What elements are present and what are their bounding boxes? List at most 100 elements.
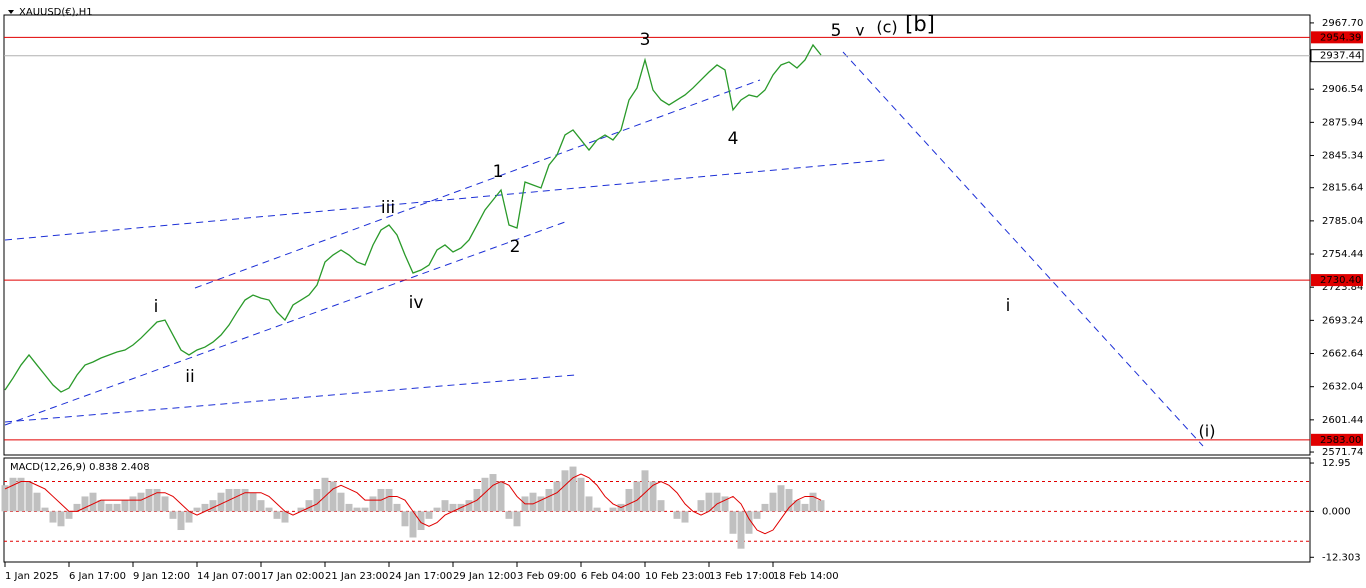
trend-line — [4, 221, 566, 426]
wave-label: i — [1006, 296, 1011, 316]
macd-bar — [57, 511, 65, 527]
trend-line — [842, 51, 1204, 447]
macd-bar — [65, 511, 73, 519]
macd-bar — [721, 496, 729, 512]
macd-bar — [1, 485, 9, 512]
macd-bar — [585, 496, 593, 512]
macd-bar — [681, 511, 689, 523]
y-tick-label: 2693.24 — [1322, 315, 1363, 326]
chart-title: XAUUSD(€),H1 — [19, 7, 93, 18]
wave-label: [b] — [905, 12, 935, 36]
macd-bar — [545, 488, 553, 512]
macd-bar — [817, 500, 825, 512]
macd-bar — [393, 503, 401, 512]
trend-lines — [4, 51, 1204, 447]
x-tick-label: 24 Jan 17:00 — [389, 571, 452, 582]
macd-bar — [81, 496, 89, 512]
y-tick-label: 2785.04 — [1322, 216, 1363, 227]
x-tick-label: 29 Jan 12:00 — [453, 571, 516, 582]
price-line — [4, 43, 822, 393]
y-tick-label: 2815.64 — [1322, 183, 1363, 194]
macd-bar — [649, 481, 657, 512]
y-tick-label: 2875.94 — [1322, 117, 1363, 128]
macd-bar — [409, 511, 417, 538]
macd-bar — [129, 496, 137, 512]
x-tick-label: 1 Jan 2025 — [5, 571, 59, 582]
macd-bar — [633, 481, 641, 512]
y-tick-label: 0.000 — [1322, 506, 1351, 517]
macd-bar — [297, 507, 305, 512]
macd-bar — [257, 500, 265, 512]
trend-line — [194, 79, 761, 289]
macd-bar — [657, 500, 665, 512]
macd-bar — [401, 511, 409, 527]
macd-bar — [145, 488, 153, 512]
macd-bar — [41, 507, 49, 512]
menu-arrow[interactable] — [8, 10, 14, 14]
level-label: 2954.39 — [1320, 32, 1361, 43]
x-tick-label: 17 Jan 02:00 — [261, 571, 324, 582]
macd-bar — [465, 500, 473, 512]
macd-bar — [553, 481, 561, 512]
macd-bar — [241, 488, 249, 512]
macd-bar — [25, 481, 33, 512]
wave-label: (i) — [1199, 422, 1216, 441]
macd-bar — [233, 488, 241, 512]
trend-line — [4, 159, 886, 241]
y-tick-label: 2967.70 — [1322, 18, 1363, 29]
macd-bar — [433, 507, 441, 512]
wave-label: 3 — [640, 30, 651, 50]
macd-bar — [273, 511, 281, 519]
macd-bar — [569, 466, 577, 512]
macd-bar — [265, 507, 273, 512]
macd-bar — [185, 511, 193, 523]
macd-bar — [441, 500, 449, 512]
macd-bar — [609, 507, 617, 512]
macd-bar — [249, 492, 257, 512]
macd-bar — [169, 511, 177, 519]
x-tick-label: 6 Jan 17:00 — [69, 571, 126, 582]
macd-bar — [593, 507, 601, 512]
wave-label: (c) — [876, 18, 897, 37]
macd-bar — [209, 500, 217, 512]
macd-bar — [673, 511, 681, 519]
macd-bar — [9, 477, 17, 512]
macd-bar — [761, 503, 769, 512]
wave-label: 2 — [510, 237, 521, 257]
macd-bar — [321, 477, 329, 512]
macd-bar — [737, 511, 745, 549]
macd-bar — [561, 470, 569, 512]
macd-bar — [113, 503, 121, 512]
level-tag — [1311, 274, 1363, 287]
macd-bar — [625, 488, 633, 512]
macd-bar — [513, 511, 521, 527]
x-tick-label: 3 Feb 09:00 — [517, 571, 576, 582]
macd-bar — [481, 477, 489, 512]
macd-bar — [417, 511, 425, 531]
y-tick-label: 2571.74 — [1322, 447, 1363, 458]
level-label: 2730.40 — [1320, 275, 1361, 286]
level-tag — [1311, 433, 1363, 446]
y-tick-label: 2754.44 — [1322, 249, 1363, 260]
x-tick-label: 6 Feb 04:00 — [581, 571, 640, 582]
x-tick-label: 21 Jan 23:00 — [325, 571, 388, 582]
y-tick-label: 2723.84 — [1322, 282, 1363, 293]
macd-bar — [345, 503, 353, 512]
main-frame — [3, 14, 1311, 456]
y-tick-label: 12.95 — [1322, 458, 1351, 469]
wave-label: ii — [185, 367, 194, 387]
macd-bar — [281, 511, 289, 523]
x-tick-label: 9 Jan 12:00 — [133, 571, 190, 582]
x-tick-label: 10 Feb 23:00 — [645, 571, 711, 582]
macd-bar — [137, 492, 145, 512]
macd-bar — [329, 481, 337, 512]
wave-label: i — [154, 297, 159, 317]
macd-bar — [753, 511, 761, 519]
macd-bar — [769, 492, 777, 512]
macd-bar — [121, 500, 129, 512]
last-price-tag — [1310, 49, 1364, 63]
macd-bar — [425, 511, 433, 519]
macd-bar — [809, 492, 817, 512]
